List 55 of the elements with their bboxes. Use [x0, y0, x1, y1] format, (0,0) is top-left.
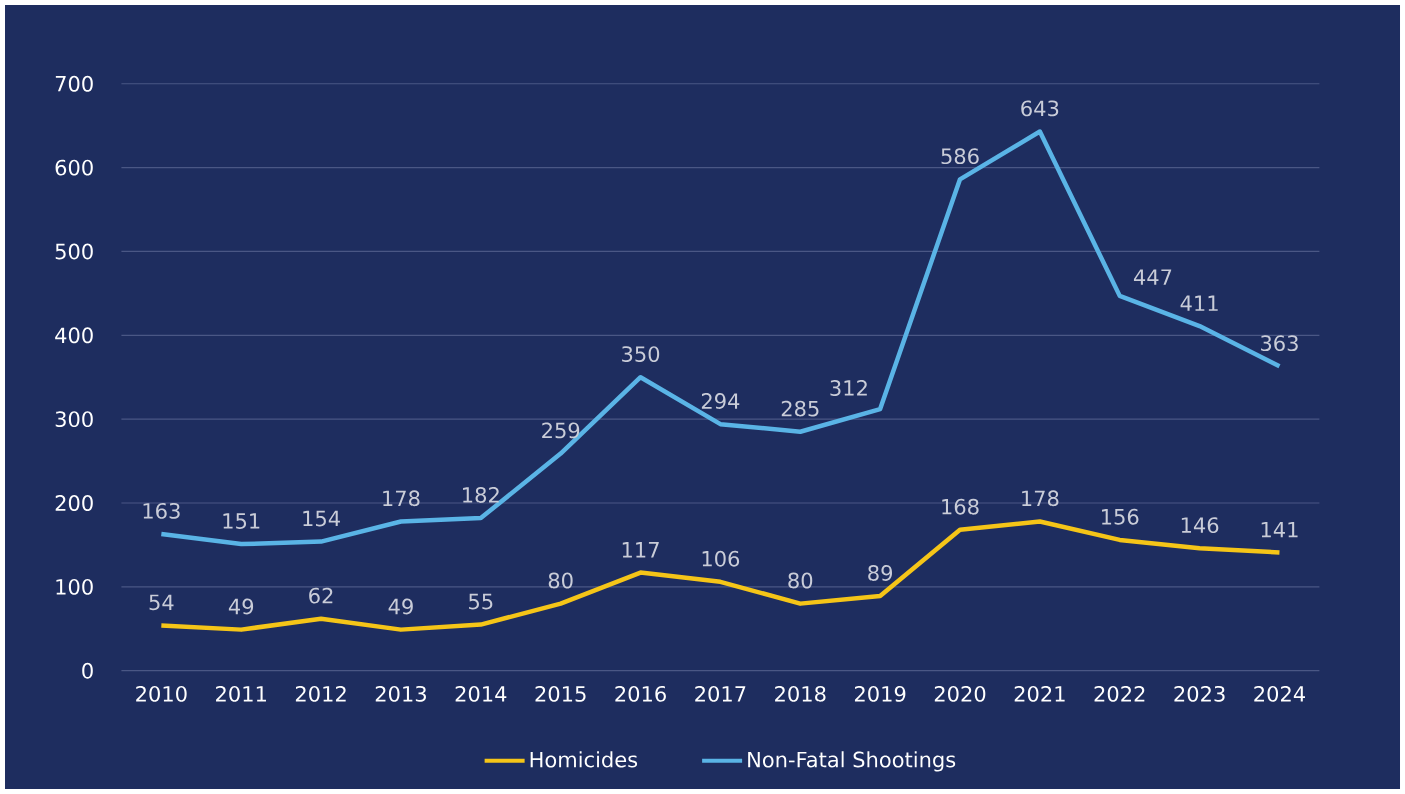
data-label: 80: [548, 572, 573, 589]
x-tick-label: 2014: [455, 685, 507, 702]
x-tick-label: 2023: [1174, 685, 1225, 702]
data-label: 178: [383, 490, 420, 507]
y-tick-label: 0: [82, 662, 93, 679]
x-tick-label: 2018: [775, 685, 826, 702]
data-label: 80: [788, 572, 813, 589]
x-tick-label: 2020: [934, 685, 986, 702]
x-tick-label: 2015: [535, 685, 586, 702]
data-label: 117: [622, 542, 659, 558]
y-tick-label: 300: [55, 411, 93, 428]
legend-label: Homicides: [530, 751, 638, 768]
x-tick-label: 2019: [854, 685, 906, 702]
data-label: 643: [1021, 100, 1059, 117]
y-tick-label: 600: [55, 159, 93, 176]
y-tick-label: 500: [55, 243, 93, 260]
data-label: 141: [1261, 521, 1298, 538]
y-tick-label: 100: [56, 578, 93, 595]
y-tick-label: 200: [55, 495, 93, 511]
data-label: 154: [303, 510, 340, 527]
data-label: 49: [388, 598, 413, 615]
data-label: 156: [1101, 508, 1139, 525]
data-label: 89: [868, 565, 893, 581]
x-tick-label: 2022: [1094, 685, 1145, 702]
data-label: 178: [1022, 490, 1059, 507]
data-label: 586: [941, 148, 979, 165]
data-label: 106: [702, 550, 740, 567]
data-label: 259: [542, 422, 580, 439]
data-label: 312: [830, 380, 867, 396]
data-label: 447: [1133, 269, 1172, 285]
data-label: 146: [1181, 517, 1219, 534]
x-tick-label: 2013: [375, 685, 426, 702]
data-label: 363: [1261, 335, 1298, 352]
data-label: 350: [622, 346, 660, 363]
data-label: 182: [463, 487, 499, 503]
y-tick-label: 700: [55, 75, 93, 92]
y-tick-label: 400: [55, 327, 93, 344]
data-label: 49: [228, 598, 254, 615]
x-tick-label: 2024: [1254, 685, 1305, 702]
data-label: 55: [469, 593, 493, 610]
x-tick-label: 2021: [1014, 685, 1065, 702]
data-label: 285: [781, 400, 819, 417]
data-label: 62: [309, 587, 333, 604]
x-tick-label: 2011: [216, 685, 266, 702]
data-label: 54: [149, 594, 174, 611]
data-label: 163: [143, 502, 180, 519]
x-tick-label: 2012: [295, 685, 346, 702]
x-tick-label: 2017: [695, 685, 746, 702]
data-label: 411: [1180, 295, 1218, 311]
x-tick-label: 2010: [136, 685, 187, 702]
data-label: 168: [942, 498, 979, 515]
data-label: 294: [701, 393, 740, 409]
legend-label: Non-Fatal Shootings: [748, 751, 956, 772]
data-label: 151: [223, 513, 260, 529]
x-tick-label: 2016: [615, 685, 666, 702]
